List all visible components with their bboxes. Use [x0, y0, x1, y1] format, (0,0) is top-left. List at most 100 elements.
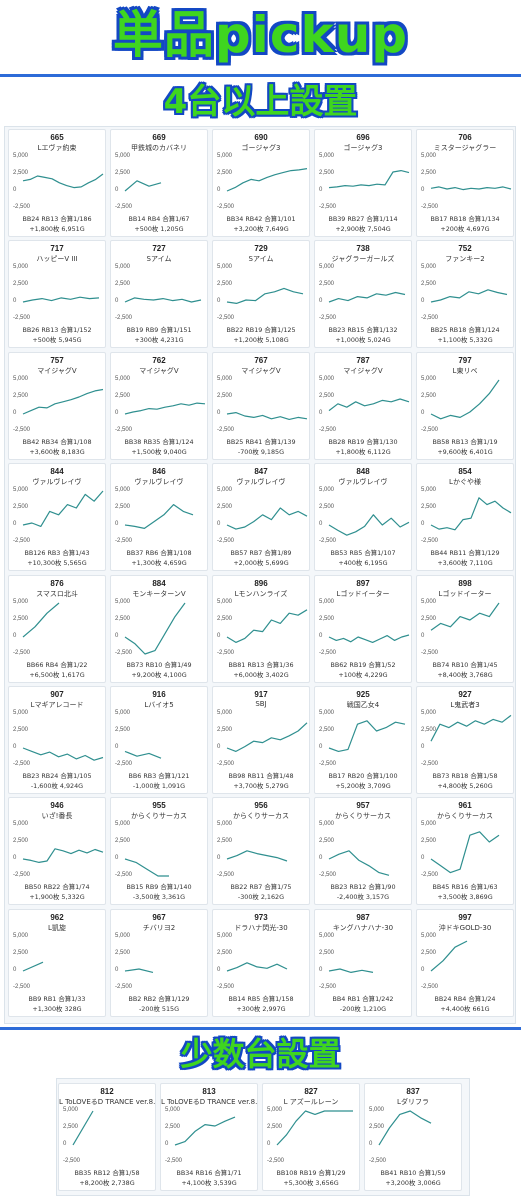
y-axis-tick-label: -2,500: [267, 1158, 285, 1164]
slump-line: [22, 388, 104, 415]
machine-card[interactable]: 946 いざ!番長 5,000 2,500 0 -2,500 BB50 RB22 合算1/7…: [8, 797, 106, 906]
machine-card[interactable]: 762 マイジャグV 5,000 2,500 0 -2,500 BB38 RB35 合算1/…: [110, 351, 208, 460]
y-axis-tick-label: 2,500: [165, 1124, 181, 1130]
y-axis-tick-label: 2,500: [115, 949, 131, 956]
bonus-stats: BB9 RB1 合算1/33: [28, 994, 86, 1003]
machine-number: 844: [50, 467, 64, 477]
machine-card[interactable]: 738 ジャグラーガールズ 5,000 2,500 0 -2,500 BB23 RB15 合…: [314, 240, 412, 349]
machine-card[interactable]: 961 からくりサーカス 5,000 2,500 0 -2,500 BB45 RB16 合算…: [416, 797, 514, 906]
slump-line: [124, 180, 162, 192]
machine-card[interactable]: 973 ドラハナ閃光-30 5,000 2,500 0 -2,500 BB14 RB5 合算…: [212, 908, 310, 1017]
slump-line: [430, 602, 500, 631]
y-axis-tick-label: 2,500: [421, 504, 437, 511]
machine-name: マイジャグV: [37, 366, 77, 375]
y-axis-tick-label: 2,500: [115, 504, 131, 511]
machine-card[interactable]: 955 からくりサーカス 5,000 2,500 0 -2,500 BB15 RB9 合算1…: [110, 797, 208, 906]
slump-line: [430, 186, 512, 191]
machine-card[interactable]: 812 L ToLOVEるD TRANCE ver.8.7 5,000 2,500 0 -…: [58, 1083, 156, 1191]
machine-card[interactable]: 876 スマスロ北斗 5,000 2,500 0 -2,500 BB66 RB4 合算1/2…: [8, 574, 106, 683]
y-axis-tick-label: -2,500: [421, 538, 439, 545]
machine-name: Lゴッドイーター: [438, 589, 492, 598]
result-summary: +1,300枚 328G: [32, 1004, 82, 1013]
y-axis-tick-label: 2,500: [13, 392, 29, 399]
y-axis-tick-label: 2,500: [421, 170, 437, 176]
bonus-stats: BB17 RB18 合算1/134: [430, 215, 500, 223]
machine-card[interactable]: 847 ヴァルヴレイヴ 5,000 2,500 0 -2,500 BB57 RB7 合算1/…: [212, 463, 310, 572]
machine-card[interactable]: 669 甲鉄城のカバネリ 5,000 2,500 0 -2,500 BB14 RB4 合算1…: [110, 129, 208, 237]
y-axis-tick-label: 0: [319, 855, 323, 862]
machine-card[interactable]: 797 L東リベ 5,000 2,500 0 -2,500 BB58 RB13 合算1/19…: [416, 351, 514, 460]
machine-card[interactable]: 956 からくりサーカス 5,000 2,500 0 -2,500 BB22 RB7 合算1…: [212, 797, 310, 906]
y-axis-tick-label: -2,500: [13, 315, 31, 322]
machine-card[interactable]: 925 戦国乙女4 5,000 2,500 0 -2,500 BB17 RB20 合算1/1…: [314, 686, 412, 794]
machine-card[interactable]: 696 ゴージャグ3 5,000 2,500 0 -2,500 BB39 RB27 合算1/…: [314, 129, 412, 237]
section-divider: [0, 1027, 521, 1030]
machine-number: 896: [254, 578, 268, 588]
machine-card[interactable]: 706 ミスタージャグラー 5,000 2,500 0 -2,500 BB17 RB18 合…: [416, 129, 514, 237]
machine-card[interactable]: 854 Lかぐや様 5,000 2,500 0 -2,500 BB44 RB11 合算1/1…: [416, 463, 514, 572]
machine-card[interactable]: 787 マイジャグV 5,000 2,500 0 -2,500 BB28 RB19 合算1/…: [314, 351, 412, 460]
machine-card[interactable]: 896 Lモンハンライズ 5,000 2,500 0 -2,500 BB81 RB13 合算…: [212, 574, 310, 683]
y-axis-tick-label: -2,500: [217, 204, 235, 210]
y-axis-tick-label: 0: [369, 1141, 373, 1147]
result-summary: +500枚 5,945G: [32, 336, 82, 345]
machine-card[interactable]: 927 L鬼武者3 5,000 2,500 0 -2,500 BB73 RB18 合算1/5…: [416, 686, 514, 794]
machine-card[interactable]: 917 SBJ 5,000 2,500 0 -2,500 BB98 RB11 合算1/48 +…: [212, 686, 310, 794]
machine-card[interactable]: 844 ヴァルヴレイヴ 5,000 2,500 0 -2,500 BB126 RB3 合算1…: [8, 463, 106, 572]
machine-card[interactable]: 767 マイジャグV 5,000 2,500 0 -2,500 BB25 RB41 合算1/…: [212, 351, 310, 460]
bonus-stats: BB24 RB4 合算1/24: [434, 994, 496, 1003]
machine-card[interactable]: 665 Lエヴァ約束 5,000 2,500 0 -2,500 BB24 RB13 合算1/…: [8, 129, 106, 237]
machine-card[interactable]: 967 チバリヨ2 5,000 2,500 0 -2,500 BB2 RB2 合算1/129…: [110, 908, 208, 1017]
machine-card[interactable]: 717 ハッピーV III 5,000 2,500 0 -2,500 BB26 RB13 合…: [8, 240, 106, 349]
slump-graph: [430, 602, 500, 631]
machine-card[interactable]: 898 Lゴッドイーター 5,000 2,500 0 -2,500 BB74 RB10 合算…: [416, 574, 514, 683]
machine-card[interactable]: 916 Lバイオ5 5,000 2,500 0 -2,500 BB6 RB3 合算1/121…: [110, 686, 208, 794]
bonus-stats: BB66 RB4 合算1/22: [26, 660, 88, 669]
y-axis-tick-label: -2,500: [319, 204, 337, 210]
result-summary: +3,700枚 5,279G: [233, 782, 289, 790]
machine-card[interactable]: 907 Lマギアレコード 5,000 2,500 0 -2,500 BB23 RB24 合算…: [8, 686, 106, 794]
machine-number: 962: [50, 912, 64, 922]
machine-card[interactable]: 884 モンキーターンV 5,000 2,500 0 -2,500 BB73 RB10 合算…: [110, 574, 208, 683]
machine-card[interactable]: 757 マイジャグV 5,000 2,500 0 -2,500 BB42 RB34 合算1/…: [8, 351, 106, 460]
result-summary: +10,300枚 5,565G: [27, 559, 87, 568]
machine-name: ゴージャグ3: [343, 144, 383, 152]
y-axis-tick-label: 2,500: [217, 615, 233, 622]
machine-card[interactable]: 752 ファンキー2 5,000 2,500 0 -2,500 BB25 RB18 合算1/…: [416, 240, 514, 349]
y-axis-tick-label: 2,500: [115, 838, 131, 845]
slump-graph: [124, 858, 169, 877]
y-axis-tick-label: 5,000: [421, 487, 437, 494]
machine-number: 884: [152, 578, 166, 588]
machine-card[interactable]: 690 ゴージャグ3 5,000 2,500 0 -2,500 BB34 RB42 合算1/…: [212, 129, 310, 237]
machine-number: 927: [458, 690, 472, 699]
machine-number: 854: [458, 467, 472, 477]
machine-card[interactable]: 813 L ToLOVEるD TRANCE ver.8.7 5,000 2,500 0 -…: [160, 1083, 258, 1191]
machine-card[interactable]: 957 からくりサーカス 5,000 2,500 0 -2,500 BB23 RB12 合算…: [314, 797, 412, 906]
y-axis-tick-label: 2,500: [13, 170, 29, 176]
bonus-stats: BB108 RB19 合算1/29: [276, 1169, 346, 1177]
y-axis-tick-label: 0: [319, 966, 323, 973]
machine-card[interactable]: 837 Lダリフラ 5,000 2,500 0 -2,500 BB41 RB10 合算1/5…: [364, 1083, 462, 1191]
y-axis-tick-label: -2,500: [115, 872, 133, 879]
y-axis-tick-label: 2,500: [115, 170, 131, 176]
slump-graph: [124, 968, 154, 973]
bonus-stats: BB39 RB27 合算1/114: [328, 215, 398, 223]
machine-number: 729: [254, 244, 268, 254]
machine-name: 沖ドキGOLD-30: [438, 923, 492, 932]
slump-graph: [430, 831, 500, 874]
result-summary: +6,000枚 3,402G: [233, 670, 289, 679]
machine-card[interactable]: 897 Lゴッドイーター 5,000 2,500 0 -2,500 BB62 RB19 合算…: [314, 574, 412, 683]
machine-card[interactable]: 729 Sアイム 5,000 2,500 0 -2,500 BB22 RB19 合算1/12…: [212, 240, 310, 349]
y-axis-tick-label: 5,000: [115, 710, 131, 716]
machine-card[interactable]: 846 ヴァルヴレイヴ 5,000 2,500 0 -2,500 BB37 RB6 合算1/…: [110, 463, 208, 572]
machine-card[interactable]: 827 L アズールレーン 5,000 2,500 0 -2,500 BB108 RB19 …: [262, 1083, 360, 1191]
machine-card[interactable]: 962 L凱旋 5,000 2,500 0 -2,500 BB9 RB1 合算1/33 +1,…: [8, 908, 106, 1017]
y-axis-tick-label: 5,000: [369, 1107, 385, 1113]
machine-card[interactable]: 848 ヴァルヴレイヴ 5,000 2,500 0 -2,500 BB53 RB5 合算1/…: [314, 463, 412, 572]
machine-name: L東リベ: [452, 366, 478, 375]
y-axis-tick-label: -2,500: [319, 538, 337, 545]
machine-card[interactable]: 987 キングハナハナ-30 5,000 2,500 0 -2,500 BB4 RB1 合算…: [314, 908, 412, 1017]
machine-card[interactable]: 727 Sアイム 5,000 2,500 0 -2,500 BB19 RB9 合算1/151…: [110, 240, 208, 349]
slump-line: [124, 858, 169, 877]
machine-card[interactable]: 997 沖ドキGOLD-30 5,000 2,500 0 -2,500 BB24 RB4 合…: [416, 908, 514, 1017]
